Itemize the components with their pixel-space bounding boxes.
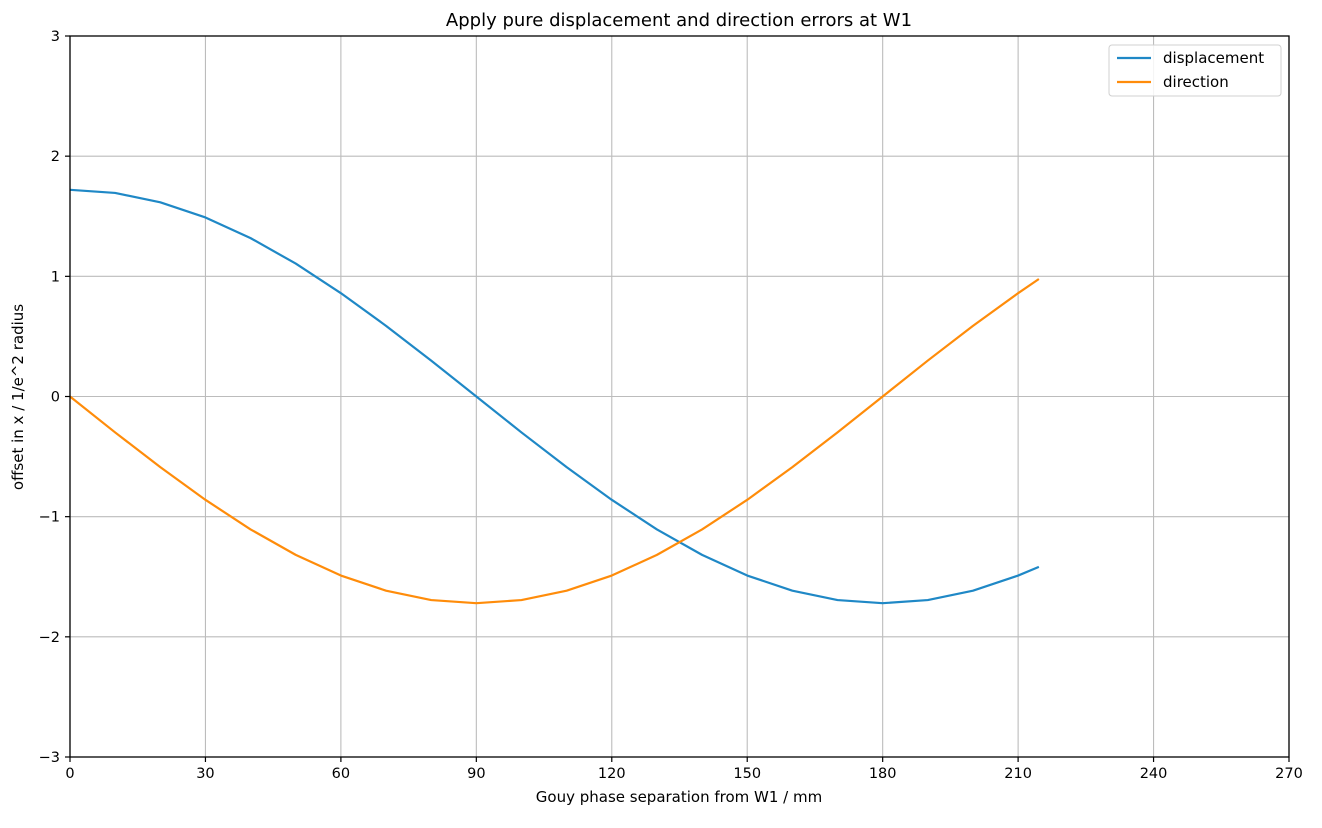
legend-box — [1108, 44, 1282, 97]
x-tick-label: 90 — [467, 766, 485, 782]
x-tick-label: 210 — [1004, 766, 1032, 782]
legend-label-displacement: displacement — [1163, 49, 1264, 67]
y-tick-label: −3 — [39, 750, 60, 766]
x-tick-label: 0 — [65, 766, 74, 782]
x-tick-label: 270 — [1275, 766, 1303, 782]
y-tick-label: −1 — [39, 510, 60, 526]
y-axis: −3 −2 −1 0 1 2 3 — [39, 29, 70, 766]
y-tick-label: 0 — [51, 390, 60, 406]
x-tick-label: 240 — [1140, 766, 1168, 782]
y-tick-label: 2 — [51, 149, 60, 165]
x-tick-label: 180 — [869, 766, 897, 782]
series-line-displacement — [69, 188, 1040, 605]
x-tick-label: 60 — [332, 766, 350, 782]
x-axis-label: Gouy phase separation from W1 / mm — [536, 788, 822, 806]
y-axis-label: offset in x / 1/e^2 radius — [9, 304, 27, 490]
x-axis: 0 30 60 90 120 150 180 210 240 270 — [65, 757, 1303, 782]
legend: displacement direction — [1108, 44, 1282, 97]
y-tick-label: −2 — [39, 630, 60, 646]
legend-label-direction: direction — [1163, 73, 1229, 91]
y-tick-label: 1 — [51, 269, 60, 285]
x-tick-label: 150 — [733, 766, 761, 782]
x-tick-label: 30 — [196, 766, 214, 782]
series-line-direction — [69, 278, 1040, 605]
plot-series — [69, 188, 1040, 605]
x-tick-label: 120 — [598, 766, 626, 782]
y-tick-label: 3 — [51, 29, 60, 45]
chart-title: Apply pure displacement and direction er… — [446, 10, 912, 31]
